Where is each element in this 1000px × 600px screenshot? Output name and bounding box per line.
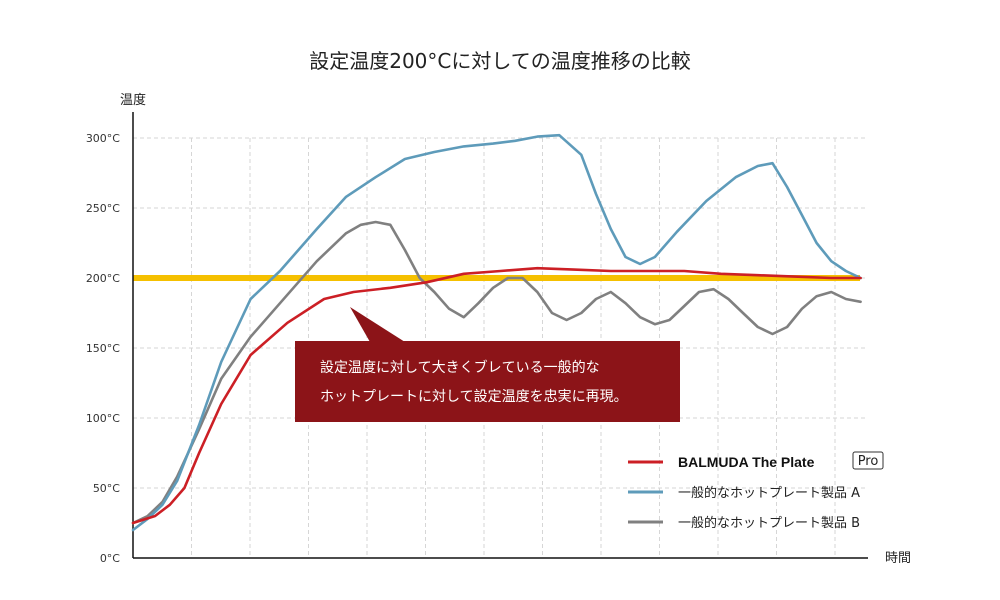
- y-axis-label: 温度: [120, 92, 146, 108]
- y-tick-label-6: 300°C: [86, 132, 120, 145]
- y-tick-label-4: 200°C: [86, 272, 120, 285]
- y-tick-label-0: 0°C: [100, 552, 120, 565]
- legend-item-product-a: 一般的なホットプレート製品 A: [628, 485, 860, 501]
- series-balmuda-line: [131, 266, 862, 525]
- legend-item-balmuda: BALMUDA The Plate Pro: [628, 451, 884, 470]
- callout-pointer: [350, 307, 405, 342]
- series-product-b-line: [131, 220, 862, 525]
- annotation-callout: 設定温度に対して大きくブレている一般的な ホットプレートに対して設定温度を忠実に…: [295, 307, 680, 422]
- y-tick-label-5: 250°C: [86, 202, 120, 215]
- legend-label-product-a: 一般的なホットプレート製品 A: [678, 485, 860, 501]
- callout-text-line-1: 設定温度に対して大きくブレている一般的な: [320, 359, 600, 376]
- callout-text-line-2: ホットプレートに対して設定温度を忠実に再現。: [320, 389, 628, 405]
- y-tick-label-2: 100°C: [86, 412, 120, 425]
- y-tick-label-1: 50°C: [93, 482, 120, 495]
- legend-label-balmuda: BALMUDA The Plate: [678, 454, 815, 470]
- legend-label-product-b: 一般的なホットプレート製品 B: [678, 515, 860, 531]
- x-axis-label: 時間: [885, 551, 911, 566]
- y-tick-label-3: 150°C: [86, 342, 120, 355]
- series-product-a-line: [131, 133, 862, 532]
- legend-item-product-b: 一般的なホットプレート製品 B: [628, 515, 860, 531]
- y-tick-labels: 0°C 50°C 100°C 150°C 200°C 250°C 300°C: [86, 132, 120, 565]
- callout-box: [295, 341, 680, 422]
- legend: BALMUDA The Plate Pro 一般的なホットプレート製品 A 一般…: [628, 451, 884, 531]
- series-lines: [131, 133, 862, 532]
- pro-badge: Pro: [858, 454, 879, 469]
- chart-title: 設定温度200°Cに対しての温度推移の比較: [309, 49, 691, 73]
- pro-badge-frame: [852, 451, 884, 470]
